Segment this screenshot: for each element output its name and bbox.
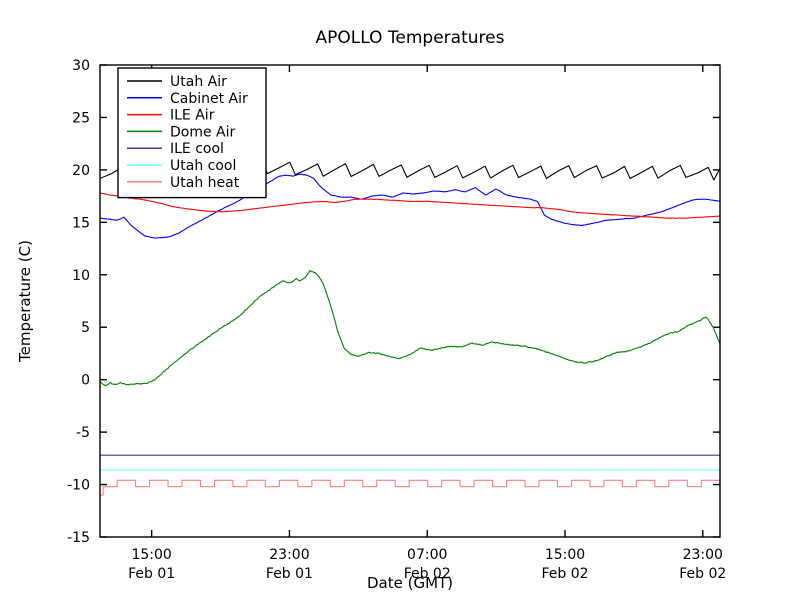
y-axis-label: Temperature (C) (16, 240, 34, 363)
x-axis-ticks: 15:00 Feb 01 23:00 Feb 01 07:00 Feb 02 15:00 Fe… (128, 65, 726, 582)
y-tick-label: 10 (72, 268, 90, 284)
legend-box (117, 67, 267, 199)
y-tick-label: 5 (81, 320, 90, 336)
x-tick-label-date: Feb 02 (679, 566, 726, 582)
legend-label-ile-air: ILE Air (170, 108, 215, 124)
x-tick-label-date: Feb 01 (266, 566, 313, 582)
x-tick-label-date: Feb 02 (541, 566, 588, 582)
x-tick-label-time: 23:00 (269, 547, 309, 563)
y-tick-label: 30 (72, 58, 90, 74)
x-tick-label-date: Feb 02 (404, 566, 451, 582)
x-tick-label-time: 15:00 (545, 547, 585, 563)
legend-label-ile-cool: ILE cool (170, 141, 224, 157)
y-tick-label: 20 (72, 163, 90, 179)
series-line-utah-heat (100, 479, 720, 496)
chart-title: APOLLO Temperatures (316, 28, 505, 48)
x-axis-label: Date (GMT) (367, 574, 453, 592)
x-tick-label-date: Feb 01 (128, 566, 175, 582)
legend-label-utah-air: Utah Air (170, 74, 227, 90)
legend-label-utah-heat: Utah heat (170, 175, 240, 191)
y-tick-label: -10 (67, 478, 90, 494)
y-tick-label: 25 (72, 110, 90, 126)
y-tick-label: -15 (67, 530, 90, 546)
y-axis-ticks: -15 -10 -5 0 5 10 15 20 25 30 (67, 58, 720, 546)
y-tick-label: 0 (81, 373, 90, 389)
y-tick-label: -5 (76, 425, 90, 441)
plot-frame (99, 64, 721, 538)
x-tick-label-time: 23:00 (683, 547, 723, 563)
y-tick-label: 15 (72, 215, 90, 231)
x-tick-label-time: 15:00 (131, 547, 171, 563)
series-line-dome-air (100, 270, 720, 387)
series-line-cabinet-air (100, 173, 720, 239)
legend-label-dome-air: Dome Air (170, 124, 236, 140)
legend-label-utah-cool: Utah cool (170, 158, 236, 174)
legend-label-cabinet-air: Cabinet Air (170, 91, 248, 107)
x-tick-label-time: 07:00 (407, 547, 447, 563)
series-line-ile-air (100, 192, 720, 219)
